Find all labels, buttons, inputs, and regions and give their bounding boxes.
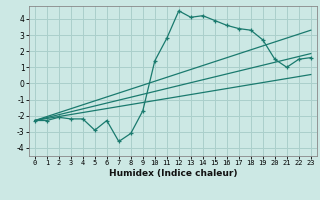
X-axis label: Humidex (Indice chaleur): Humidex (Indice chaleur) [108, 169, 237, 178]
